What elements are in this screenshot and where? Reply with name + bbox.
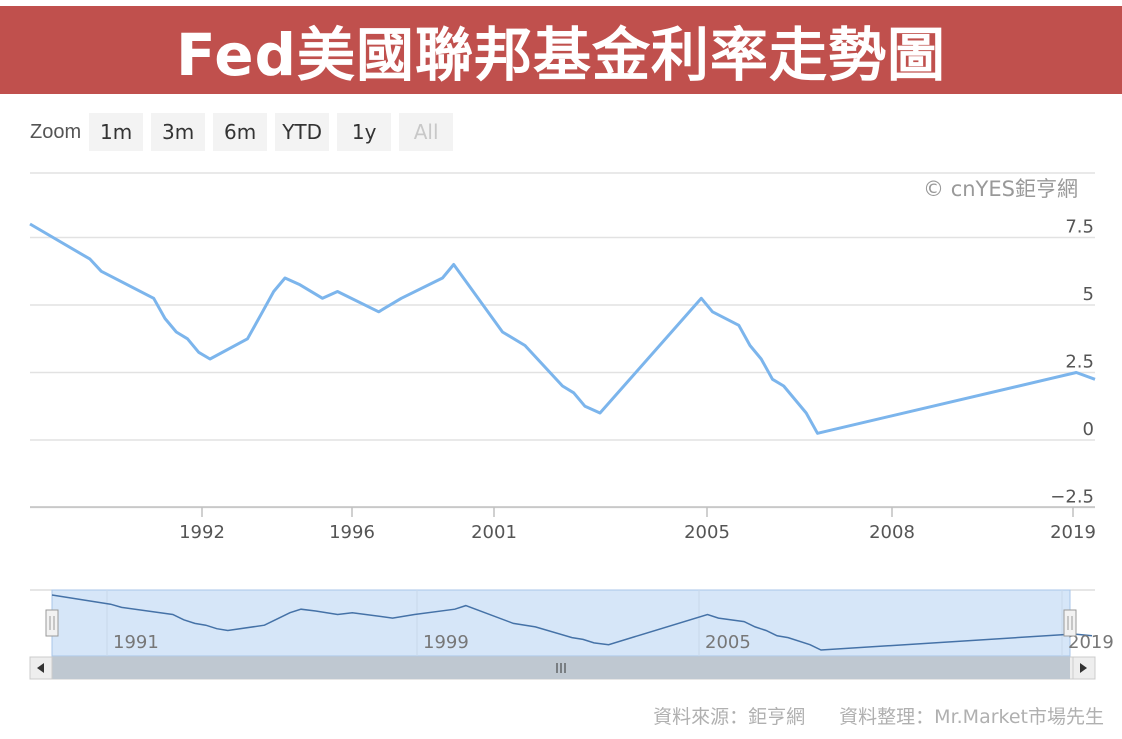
navigator-tick-label: 1999 [423, 632, 469, 653]
x-tick-label: 1996 [329, 522, 375, 543]
zoom-label: Zoom [30, 120, 82, 143]
zoom-6m-button[interactable]: 6m [213, 113, 268, 151]
navigator-tick-label: 2019 [1068, 632, 1114, 653]
navigator-tick-label: 1991 [113, 632, 159, 653]
credit-text: © cnYES鉅亨網 [923, 177, 1078, 201]
title-banner: Fed美國聯邦基金利率走勢圖 [0, 6, 1122, 94]
arrow-left-icon [37, 663, 44, 673]
navigator-series-line [51, 594, 1093, 651]
navigator-selection[interactable] [51, 589, 1071, 657]
y-tick-label: −2.5 [1050, 487, 1094, 508]
footer-source: 資料來源：鉅亨網 [653, 706, 806, 728]
x-tick-label: 2019 [1050, 522, 1096, 543]
arrow-right-icon [1080, 663, 1087, 673]
scroll-right-button[interactable] [1072, 656, 1096, 680]
zoom-all-button: All [399, 113, 454, 151]
x-tick-label: 1992 [179, 522, 225, 543]
scrollbar[interactable] [29, 656, 1096, 680]
x-tick-label: 2001 [471, 522, 517, 543]
navigator-left-handle[interactable] [45, 609, 59, 637]
y-tick-label: 2.5 [1065, 352, 1094, 373]
y-axis-ticks: 7.5 5 2.5 0 −2.5 [1050, 217, 1094, 508]
footer-compiled: 資料整理：Mr.Market市場先生 [839, 706, 1104, 728]
x-tick-label: 2005 [684, 522, 730, 543]
zoom-ytd-button[interactable]: YTD [275, 113, 330, 151]
navigator-grid [106, 590, 1063, 656]
y-tick-label: 5 [1083, 284, 1094, 305]
zoom-3m-button[interactable]: 3m [151, 113, 206, 151]
series-line-fed-rate [29, 222, 1096, 435]
navigator-tick-label: 2005 [705, 632, 751, 653]
y-tick-label: 0 [1083, 419, 1094, 440]
x-tick-label: 2008 [869, 522, 915, 543]
navigator-x-ticks: 1991 1999 2005 2019 [113, 632, 1114, 653]
navigator-right-handle[interactable] [1063, 609, 1077, 637]
zoom-1y-button[interactable]: 1y [337, 113, 392, 151]
chart-title: Fed美國聯邦基金利率走勢圖 [175, 21, 947, 89]
zoom-1m-button[interactable]: 1m [89, 113, 144, 151]
scroll-left-button[interactable] [29, 656, 53, 680]
zoom-bar: Zoom 1m 3m 6m YTD 1y All [30, 112, 461, 152]
y-tick-label: 7.5 [1065, 217, 1094, 238]
footer: 資料來源：鉅亨網 資料整理：Mr.Market市場先生 [625, 702, 1104, 729]
x-axis-ticks: 1992 1996 2001 2005 2008 2019 [179, 507, 1096, 543]
scrollbar-grip-icon [556, 663, 566, 673]
navigator: 1991 1999 2005 2019 [30, 589, 1114, 657]
